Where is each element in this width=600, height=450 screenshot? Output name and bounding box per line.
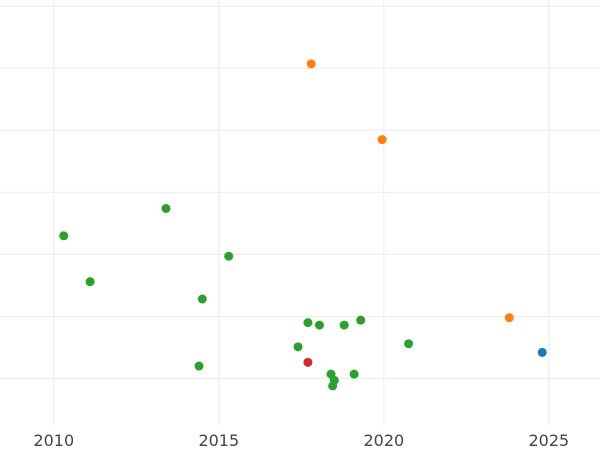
data-point-s0-0 <box>59 231 69 241</box>
data-point-s0-3 <box>194 361 204 371</box>
data-point-s0-1 <box>85 277 95 287</box>
data-point-s0-7 <box>303 318 313 328</box>
x-gridlines <box>53 0 550 425</box>
data-point-s0-6 <box>293 342 303 352</box>
x-tick-labels: 2010 2015 2020 2025 <box>33 431 569 450</box>
data-point-s0-4 <box>197 294 207 304</box>
data-point-s0-8 <box>314 320 324 330</box>
data-point-s1-0 <box>306 59 316 69</box>
x-tick-label-2: 2020 <box>363 431 404 450</box>
data-point-s0-2 <box>161 203 171 213</box>
x-tick-label-3: 2025 <box>528 431 569 450</box>
y-gridlines <box>0 5 600 379</box>
data-point-s1-1 <box>377 135 387 145</box>
data-point-s0-14 <box>356 315 366 325</box>
data-points <box>59 59 547 391</box>
data-point-s0-11 <box>329 375 339 385</box>
data-point-s2-0 <box>303 357 313 367</box>
data-point-s0-5 <box>224 251 234 261</box>
x-tick-label-0: 2010 <box>33 431 74 450</box>
data-point-s0-13 <box>349 369 359 379</box>
data-point-s3-0 <box>537 347 547 357</box>
data-point-s0-15 <box>404 339 414 349</box>
x-tick-label-1: 2015 <box>198 431 239 450</box>
data-point-s1-2 <box>504 313 514 323</box>
data-point-s0-12 <box>339 320 349 330</box>
